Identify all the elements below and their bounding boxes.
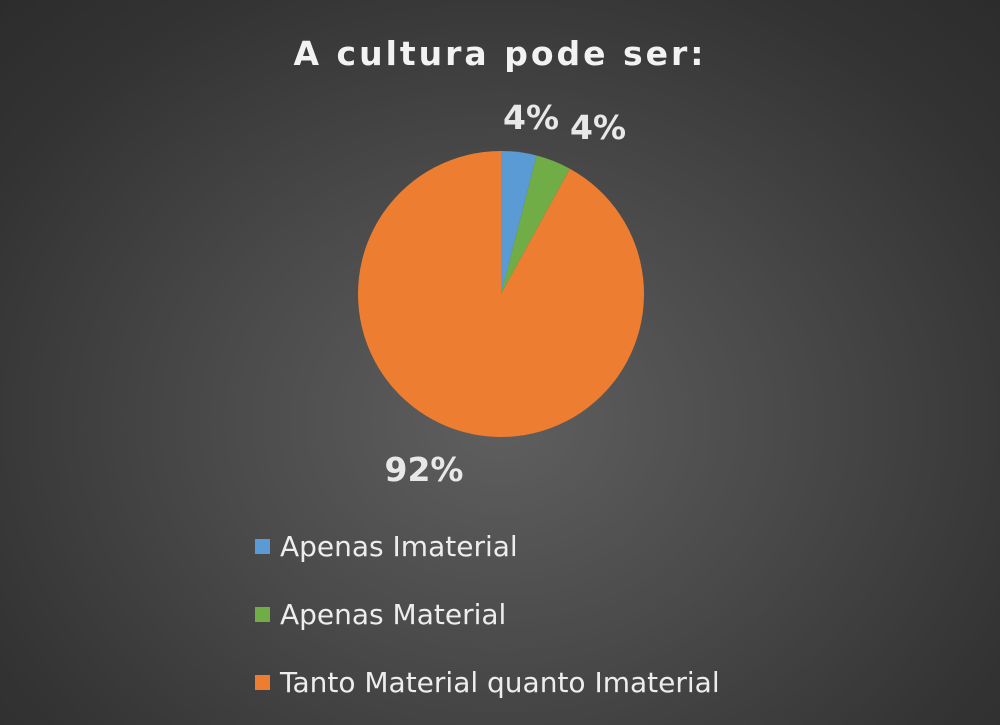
pie-slice-apenas-imaterial — [501, 151, 537, 294]
legend-label: Tanto Material quanto Imaterial — [280, 665, 720, 699]
pie-slice-apenas-material — [501, 155, 570, 294]
legend-swatch — [255, 606, 270, 622]
data-label-apenas-imaterial: 4% — [503, 98, 559, 137]
chart-legend: Apenas Imaterial Apenas Material Tanto M… — [255, 512, 720, 716]
legend-label: Apenas Material — [280, 597, 507, 631]
data-label-apenas-material: 4% — [570, 108, 626, 147]
legend-swatch — [255, 674, 270, 690]
data-label-tanto-material-quanto-imaterial: 92% — [385, 450, 464, 489]
legend-swatch — [255, 538, 270, 554]
pie-slice-tanto-material-quanto-imaterial — [358, 151, 645, 438]
legend-item-apenas-material: Apenas Material — [255, 580, 720, 648]
legend-item-tanto-material-quanto-imaterial: Tanto Material quanto Imaterial — [255, 648, 720, 716]
legend-label: Apenas Imaterial — [280, 529, 518, 563]
legend-item-apenas-imaterial: Apenas Imaterial — [255, 512, 720, 580]
chart-title: A cultura pode ser: — [293, 34, 707, 73]
